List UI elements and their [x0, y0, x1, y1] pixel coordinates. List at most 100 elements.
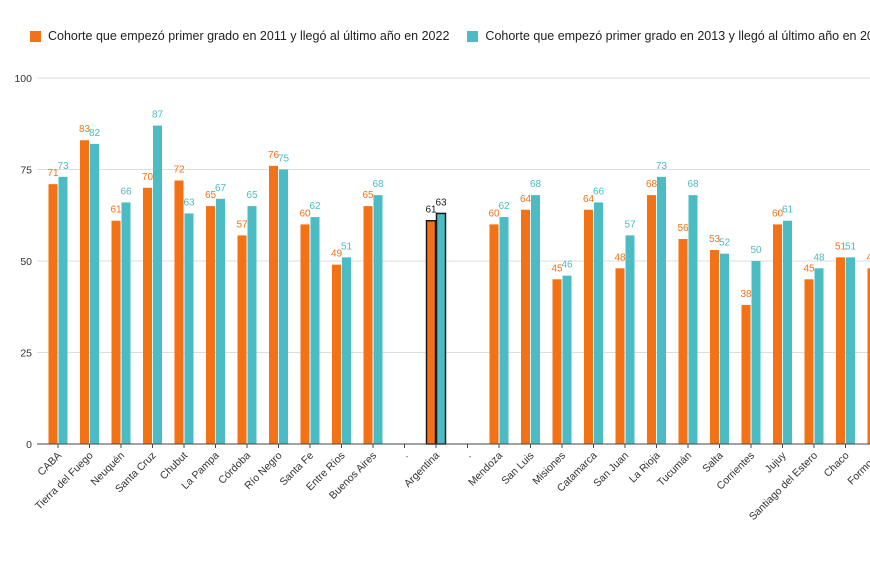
value-label-series-2: 73	[656, 161, 668, 172]
value-label-series-1: 72	[173, 164, 185, 175]
bar-series-2	[90, 143, 99, 444]
value-label-series-1: 60	[299, 208, 311, 219]
value-label-series-1: 64	[583, 194, 595, 205]
value-label-series-1: 56	[677, 223, 689, 234]
bar-series-2	[720, 253, 729, 444]
x-axis	[37, 443, 870, 448]
legend-swatch-series-1	[30, 30, 41, 42]
bar-series-2	[373, 195, 383, 444]
value-label-series-2: 62	[309, 201, 321, 212]
value-label-series-1: 61	[110, 205, 122, 216]
value-label-series-1: 45	[803, 263, 815, 274]
bar-series-2	[531, 195, 540, 444]
x-category-label: Chaco	[822, 450, 852, 480]
legend-label-series-1: Cohorte que empezó primer grado en 2011 …	[48, 29, 450, 43]
bar-series-1	[143, 187, 152, 445]
x-category-label: .	[400, 450, 411, 461]
value-label-series-1: 68	[646, 179, 658, 190]
bar-series-2	[846, 257, 855, 444]
value-label-series-2: 75	[278, 154, 290, 165]
y-tick-label: 50	[20, 256, 32, 268]
bars	[48, 125, 870, 445]
legend-label-series-2: Cohorte que empezó primer grado en 2013 …	[485, 29, 870, 43]
value-label-series-2: 65	[246, 190, 258, 201]
value-label-series-1: 60	[488, 208, 500, 219]
value-label-series-2: 87	[152, 110, 164, 121]
value-label-series-2: 46	[561, 260, 573, 271]
value-label-series-2: 66	[593, 186, 605, 197]
legend: Cohorte que empezó primer grado en 2011 …	[30, 26, 870, 46]
legend-item-series-2[interactable]: Cohorte que empezó primer grado en 2013 …	[467, 29, 870, 43]
bar-series-2	[814, 268, 824, 444]
value-label-series-1: 45	[551, 263, 563, 274]
value-label-series-2: 51	[341, 241, 353, 252]
y-tick-label: 25	[20, 348, 32, 360]
value-label-series-1: 53	[709, 234, 721, 245]
value-label-series-1: 71	[47, 168, 59, 179]
value-label-series-2: 62	[498, 201, 510, 212]
bar-series-1	[425, 219, 437, 445]
y-tick-label: 100	[14, 73, 32, 85]
bar-series-2	[58, 176, 68, 444]
value-label-series-1: 38	[740, 289, 752, 300]
bar-series-1	[615, 268, 625, 444]
bar-series-1	[867, 268, 870, 444]
bar-series-1	[80, 140, 89, 444]
value-label-series-2: 66	[120, 186, 132, 197]
x-category-label: Jujuy	[763, 449, 789, 475]
bar-series-2	[657, 176, 666, 444]
bar-series-2	[247, 206, 257, 444]
value-label-series-2: 68	[530, 179, 542, 190]
value-label-series-1: 57	[236, 219, 248, 230]
bar-series-2	[121, 202, 131, 444]
value-label-series-1: 76	[268, 150, 280, 161]
bar-series-1	[48, 184, 58, 444]
value-labels: 7173838261667087726365675765767560624951…	[47, 110, 870, 300]
value-label-series-1: 83	[79, 124, 91, 135]
value-label-series-2: 52	[719, 238, 731, 249]
legend-swatch-series-2	[467, 30, 479, 42]
bar-series-2	[594, 202, 603, 444]
bar-series-1	[332, 264, 341, 444]
x-category-label: Formosa	[845, 450, 870, 488]
bar-series-2	[688, 195, 698, 444]
value-label-series-2: 63	[183, 197, 195, 208]
bar-series-2	[783, 220, 792, 444]
bar-series-2	[499, 217, 509, 444]
bar-series-1	[678, 239, 688, 444]
bar-series-1	[647, 195, 656, 444]
bar-series-1	[237, 235, 247, 444]
value-label-series-1: 60	[772, 208, 784, 219]
bar-series-2	[184, 213, 194, 444]
x-category-label: Tucumán	[655, 450, 694, 489]
value-label-series-2: 68	[372, 179, 384, 190]
value-label-series-1: 48	[866, 252, 870, 263]
bar-series-2	[216, 198, 225, 444]
bar-series-2	[310, 217, 320, 444]
legend-item-series-1[interactable]: Cohorte que empezó primer grado en 2011 …	[30, 29, 449, 43]
value-label-series-2: 82	[89, 128, 101, 139]
x-category-label: Tierra del Fuego	[33, 450, 96, 513]
value-label-series-1: 65	[362, 190, 374, 201]
value-label-series-2: 51	[845, 241, 857, 252]
x-category-label: San Juan	[591, 450, 631, 490]
bar-series-2	[435, 212, 447, 445]
value-label-series-1: 64	[520, 194, 532, 205]
x-category-label: .	[463, 450, 474, 461]
bar-series-1	[552, 279, 562, 444]
value-label-series-2: 68	[687, 179, 699, 190]
value-label-series-2: 57	[624, 219, 636, 230]
bar-series-2	[562, 275, 572, 444]
bar-series-2	[751, 261, 761, 444]
value-label-series-2: 67	[215, 183, 227, 194]
value-label-series-1: 70	[142, 172, 154, 183]
x-category-label: Mendoza	[466, 450, 505, 489]
bar-series-1	[584, 209, 593, 444]
x-category-label: San Luis	[499, 450, 536, 487]
value-label-series-1: 61	[425, 205, 437, 216]
value-label-series-2: 63	[435, 197, 447, 208]
y-tick-label: 75	[20, 165, 32, 177]
bar-series-1	[773, 224, 782, 444]
